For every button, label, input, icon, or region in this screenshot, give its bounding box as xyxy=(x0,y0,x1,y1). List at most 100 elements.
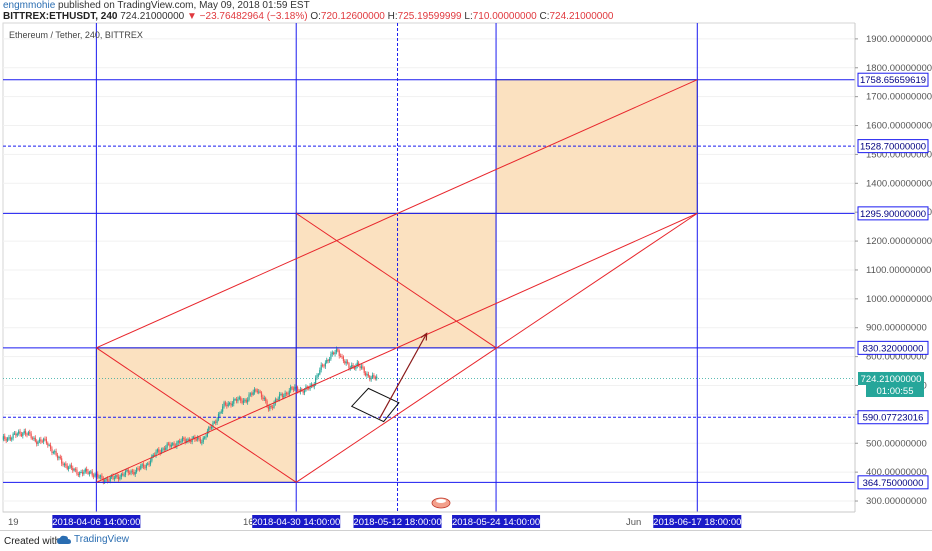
candle-body xyxy=(86,468,88,472)
tradingview-logo[interactable]: TradingView xyxy=(57,534,129,545)
price-tick-label: 300.00000000 xyxy=(866,496,927,507)
candle-body xyxy=(160,449,163,454)
high-value: 725.19599999 xyxy=(397,11,462,22)
candle-body xyxy=(201,442,203,444)
chart-header: engmmohie published on TradingView.com, … xyxy=(0,0,932,22)
candle-body xyxy=(173,443,175,446)
price-tick-label: 1500.00000000 xyxy=(866,149,932,160)
candle-body xyxy=(162,448,164,450)
candle-body xyxy=(345,361,347,364)
candle-body xyxy=(40,439,42,442)
candle-body xyxy=(280,393,282,395)
candle-body xyxy=(124,470,127,475)
candle-body xyxy=(294,386,296,390)
candle-body xyxy=(112,475,114,479)
trend-line xyxy=(96,79,698,349)
candle-body xyxy=(230,403,232,406)
candle-body xyxy=(172,443,174,445)
candle-body xyxy=(34,437,36,442)
candle-body xyxy=(109,476,111,481)
candle-body xyxy=(5,438,7,441)
candle-body xyxy=(129,472,131,474)
candle-body xyxy=(72,467,74,471)
candle-body xyxy=(192,436,195,439)
price-chart[interactable]: Ethereum / Tether, 240, BITTREX 300.0000… xyxy=(0,0,932,530)
candle-body xyxy=(198,437,200,439)
time-axis[interactable]: 19Ap1623Jun112018-04-06 14:00:002018-04-… xyxy=(3,511,855,528)
candle-body xyxy=(272,406,274,408)
candle-body xyxy=(102,478,104,482)
candle-body xyxy=(270,406,272,408)
time-marker-badge xyxy=(353,515,442,528)
candle-body xyxy=(183,437,185,440)
candle-body xyxy=(251,393,253,395)
candle-body xyxy=(8,437,10,439)
price-tick-label: 1900.00000000 xyxy=(866,34,932,45)
candle-body xyxy=(219,412,221,415)
last-price-badge xyxy=(858,371,924,385)
candle-body xyxy=(154,455,156,457)
candle-body xyxy=(265,398,267,402)
candle-body xyxy=(36,441,38,445)
time-marker-label: 2018-04-30 14:00:00 xyxy=(252,517,340,528)
candle-body xyxy=(292,388,295,390)
candle-body xyxy=(334,352,336,355)
price-level-label: 1295.90000000 xyxy=(860,209,926,220)
price-tick-label: 1000.00000000 xyxy=(866,294,932,305)
drawing-layer xyxy=(3,23,855,512)
candle-body xyxy=(177,440,179,443)
candle-body xyxy=(226,404,228,407)
candle-body xyxy=(79,472,81,475)
candle-body xyxy=(373,375,375,377)
candle-body xyxy=(281,393,283,397)
diamond-shape xyxy=(350,387,400,423)
price-tick-label: 800.00000000 xyxy=(866,352,927,363)
candle-body xyxy=(167,443,170,445)
candle-body xyxy=(353,366,356,369)
candle-body xyxy=(61,458,63,464)
candle-body xyxy=(223,402,225,407)
candle-body xyxy=(15,433,17,436)
candle-body xyxy=(20,434,23,436)
candle-body xyxy=(90,471,92,473)
candle-layer xyxy=(2,346,378,485)
time-marker-badge xyxy=(452,515,541,528)
candle-body xyxy=(179,440,181,443)
candle-body xyxy=(355,365,357,369)
price-tick-label: 1400.00000000 xyxy=(866,178,932,189)
candle-body xyxy=(323,365,325,367)
price-level-label: 1528.70000000 xyxy=(860,142,926,153)
candle-body xyxy=(213,421,215,423)
candle-body xyxy=(288,390,290,395)
events-icon[interactable] xyxy=(431,497,451,509)
candle-body xyxy=(9,437,11,440)
candle-body xyxy=(277,398,279,400)
close-value: 724.21000000 xyxy=(549,11,614,22)
candle-body xyxy=(197,437,199,440)
candle-body xyxy=(51,448,53,453)
candle-body xyxy=(252,392,254,395)
candle-body xyxy=(41,441,43,443)
trend-line xyxy=(295,212,698,483)
candle-body xyxy=(235,399,238,402)
candle-body xyxy=(73,469,75,471)
candle-body xyxy=(156,449,159,452)
candle-body xyxy=(335,349,338,353)
candle-body xyxy=(44,438,46,440)
candle-body xyxy=(48,445,50,447)
candle-body xyxy=(87,471,89,474)
price-tick-label: 1200.00000000 xyxy=(866,236,932,247)
candle-body xyxy=(297,386,299,392)
price-axis[interactable]: 300.00000000400.00000000500.00000000600.… xyxy=(854,0,932,530)
candle-body xyxy=(13,433,16,435)
candle-body xyxy=(320,364,322,370)
candle-body xyxy=(91,471,93,476)
price-tick-label: 1600.00000000 xyxy=(866,121,932,132)
candle-body xyxy=(215,421,217,423)
author-link[interactable]: engmmohie xyxy=(3,0,56,11)
candle-body xyxy=(76,469,78,475)
candle-body xyxy=(98,476,100,478)
candle-body xyxy=(259,391,261,393)
candle-body xyxy=(195,439,197,441)
candle-body xyxy=(70,465,72,468)
